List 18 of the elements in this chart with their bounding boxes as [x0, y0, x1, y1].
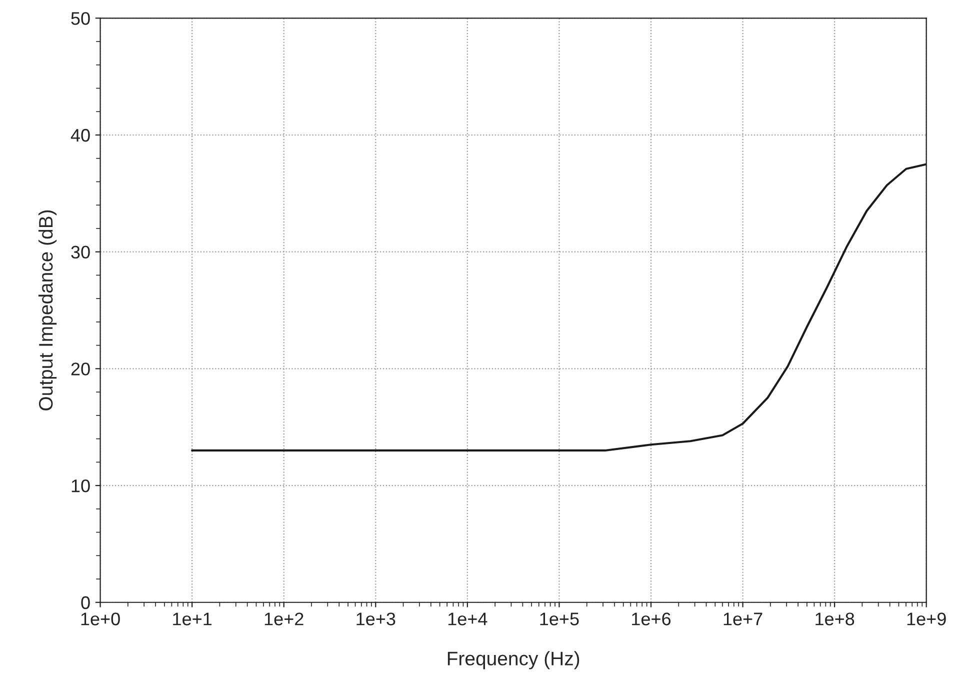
x-tick-label: 1e+0 — [81, 612, 120, 626]
y-tick-label: 30 — [71, 246, 90, 259]
x-tick-label: 1e+9 — [907, 612, 946, 626]
x-tick-label: 1e+6 — [632, 612, 671, 626]
y-tick-label: 50 — [71, 12, 90, 25]
x-tick-label: 1e+7 — [724, 612, 762, 626]
y-tick-label: 40 — [70, 128, 90, 142]
y-tick-label: 10 — [72, 479, 90, 492]
x-tick-label: 1e+3 — [356, 612, 396, 626]
x-axis-title: Frequency (Hz) — [448, 651, 580, 670]
y-tick-label: 0 — [81, 596, 90, 610]
x-tick-label: 1e+5 — [540, 612, 579, 626]
x-tick-label: 1e+4 — [448, 612, 488, 626]
y-tick-label: 20 — [71, 362, 90, 376]
x-tick-label: 1e+8 — [816, 612, 854, 626]
y-axis-title: Output Impedance (dB) — [38, 210, 57, 410]
x-tick-label: 1e+1 — [173, 612, 212, 626]
x-tick-label: 1e+2 — [264, 612, 304, 626]
